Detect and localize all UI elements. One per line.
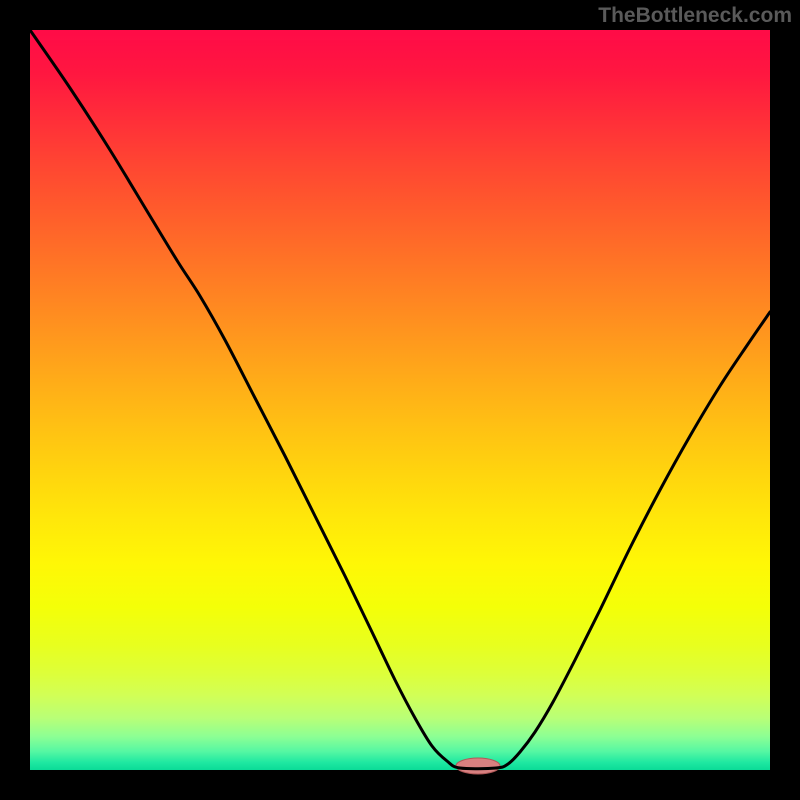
chart-minimum-marker	[456, 758, 500, 774]
chart-svg	[0, 0, 800, 800]
chart-plot-area	[30, 30, 770, 770]
watermark-text: TheBottleneck.com	[598, 4, 792, 28]
bottleneck-chart: TheBottleneck.com	[0, 0, 800, 800]
